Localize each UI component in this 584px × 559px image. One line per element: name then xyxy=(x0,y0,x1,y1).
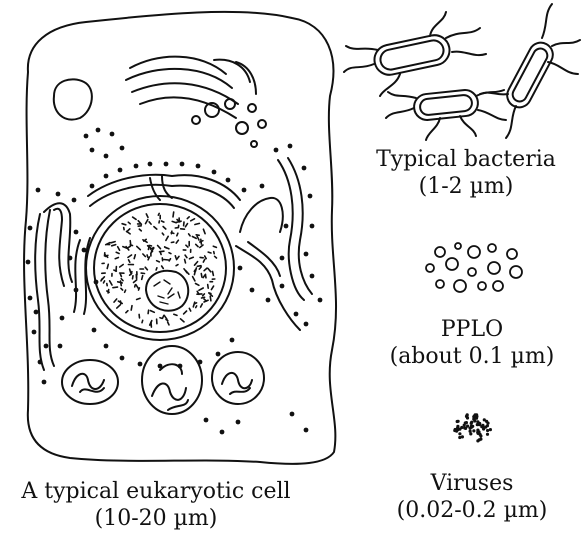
cell-membrane xyxy=(23,10,337,465)
cell-caption: A typical eukaryotic cell (10-20 µm) xyxy=(0,478,312,532)
pplo-size: (about 0.1 µm) xyxy=(389,344,555,369)
viruses-caption: Viruses (0.02-0.2 µm) xyxy=(360,470,584,524)
eukaryotic-cell-icon xyxy=(23,10,337,465)
chromatin xyxy=(100,211,218,328)
viruses-label: Viruses xyxy=(430,471,514,496)
nucleolus xyxy=(145,269,190,312)
pplo-caption: PPLO (about 0.1 µm) xyxy=(360,316,584,370)
vacuole xyxy=(52,78,93,121)
bacterium xyxy=(385,89,507,141)
bacterium xyxy=(343,11,487,97)
bacteria-icon xyxy=(343,3,581,141)
endoplasmic-reticulum xyxy=(34,157,313,371)
virus-icon xyxy=(453,413,492,443)
nucleolus-texture xyxy=(153,279,181,305)
mitochondria xyxy=(61,345,265,415)
ribosomes xyxy=(25,127,323,435)
golgi-vesicles xyxy=(191,98,267,148)
bacteria-caption: Typical bacteria (1-2 µm) xyxy=(348,146,584,200)
nucleus xyxy=(85,195,235,341)
cell-label: A typical eukaryotic cell xyxy=(21,479,291,504)
pplo-icon xyxy=(425,242,523,293)
viruses-size: (0.02-0.2 µm) xyxy=(396,498,548,523)
bacteria-size: (1-2 µm) xyxy=(418,174,514,199)
bacterium xyxy=(479,3,581,139)
golgi-apparatus xyxy=(125,55,257,119)
cell-size: (10-20 µm) xyxy=(94,506,218,531)
bacteria-label: Typical bacteria xyxy=(376,147,556,172)
pplo-label: PPLO xyxy=(440,317,504,342)
